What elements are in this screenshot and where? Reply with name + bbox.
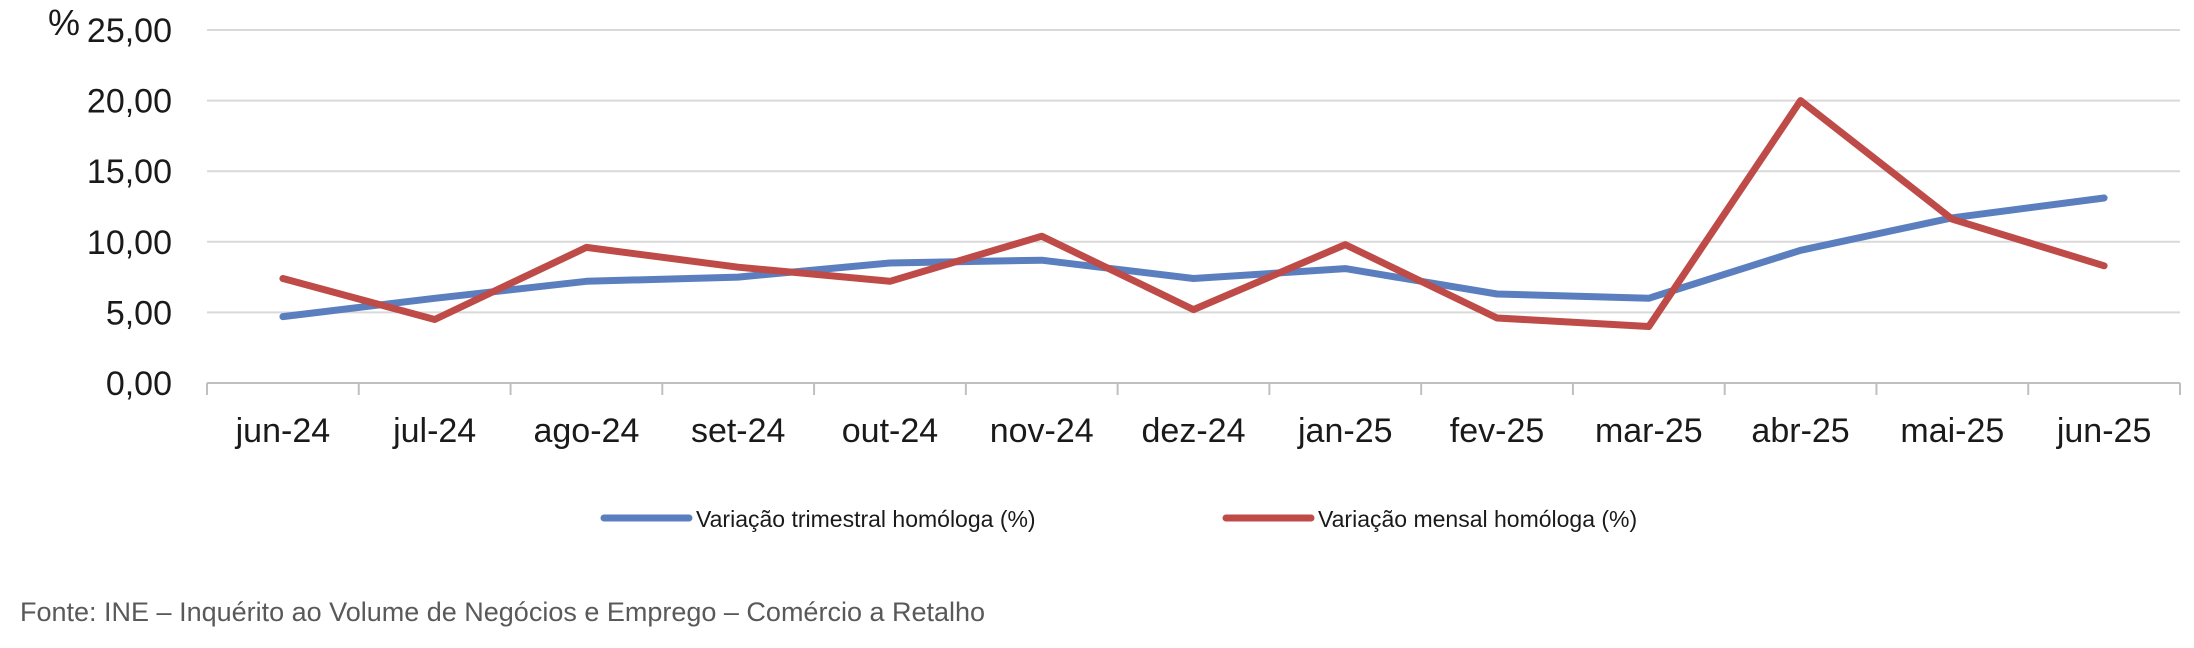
x-axis (206, 382, 2181, 395)
x-tick-label: nov-24 (990, 412, 1094, 450)
x-tick-label: jun-25 (2056, 412, 2152, 450)
y-tick-label: 10,00 (87, 224, 172, 262)
legend-label: Variação mensal homóloga (%) (1318, 506, 1637, 532)
x-axis-labels: jun-24 jul-24 ago-24 set-24 out-24 nov-24 dez-… (235, 412, 2152, 450)
x-tick-label: mar-25 (1595, 412, 1703, 450)
y-tick-label: 0,00 (106, 365, 172, 403)
legend: Variação trimestral homóloga (%) Variação… (600, 506, 1637, 532)
y-axis: 0,00 5,00 10,00 15,00 20,00 25,00 (87, 12, 172, 403)
x-tick-label: dez-24 (1142, 412, 1246, 450)
x-tick-label: jan-25 (1297, 412, 1393, 450)
x-tick-label: fev-25 (1450, 412, 1545, 450)
series-lines (279, 97, 2108, 330)
y-tick-label: 25,00 (87, 12, 172, 50)
y-tick-label: 15,00 (87, 153, 172, 191)
y-axis-unit: % (48, 2, 80, 43)
x-tick-label: abr-25 (1751, 412, 1849, 450)
y-tick-label: 20,00 (87, 83, 172, 121)
series-line-1 (279, 194, 2108, 321)
x-tick-label: out-24 (842, 412, 938, 450)
x-tick-label: mai-25 (1900, 412, 2004, 450)
x-tick-label: jul-24 (392, 412, 476, 450)
x-tick-label: jun-24 (235, 412, 331, 450)
y-tick-label: 5,00 (106, 294, 172, 332)
x-tick-label: ago-24 (533, 412, 639, 450)
gridlines (207, 29, 2180, 314)
x-tick-label: set-24 (691, 412, 786, 450)
series-line-2 (279, 97, 2108, 330)
legend-label: Variação trimestral homóloga (%) (696, 506, 1036, 532)
source-note: Fonte: INE – Inquérito ao Volume de Negó… (20, 597, 986, 627)
